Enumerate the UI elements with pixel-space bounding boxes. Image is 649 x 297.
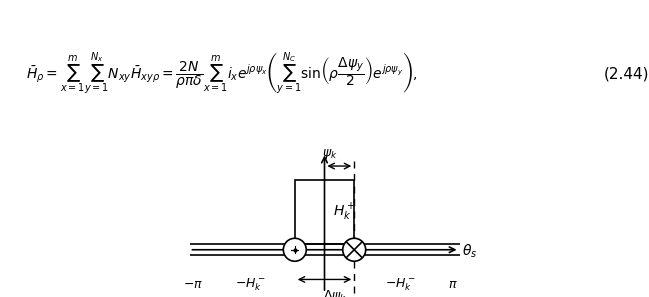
Text: $\bar{H}_{\rho} = \sum_{x=1}^{m}\sum_{y=1}^{N_x} N_{xy}\bar{H}_{xy\rho} = \dfrac: $\bar{H}_{\rho} = \sum_{x=1}^{m}\sum_{y=… bbox=[26, 50, 417, 97]
Text: $-\pi$: $-\pi$ bbox=[184, 278, 204, 291]
Circle shape bbox=[343, 238, 365, 261]
Text: $\theta_s$: $\theta_s$ bbox=[462, 242, 478, 260]
Text: $\pi$: $\pi$ bbox=[448, 278, 458, 291]
Bar bbox=[295, 180, 354, 244]
Circle shape bbox=[284, 238, 306, 261]
Text: $\psi_k$: $\psi_k$ bbox=[322, 147, 337, 161]
Text: $-H_k^-$: $-H_k^-$ bbox=[235, 277, 265, 293]
Text: $\Delta\psi_k$: $\Delta\psi_k$ bbox=[323, 287, 347, 297]
Text: $H_k^+$: $H_k^+$ bbox=[332, 201, 355, 222]
Text: $-H_k^-$: $-H_k^-$ bbox=[385, 277, 415, 293]
Text: (2.44): (2.44) bbox=[604, 66, 649, 81]
